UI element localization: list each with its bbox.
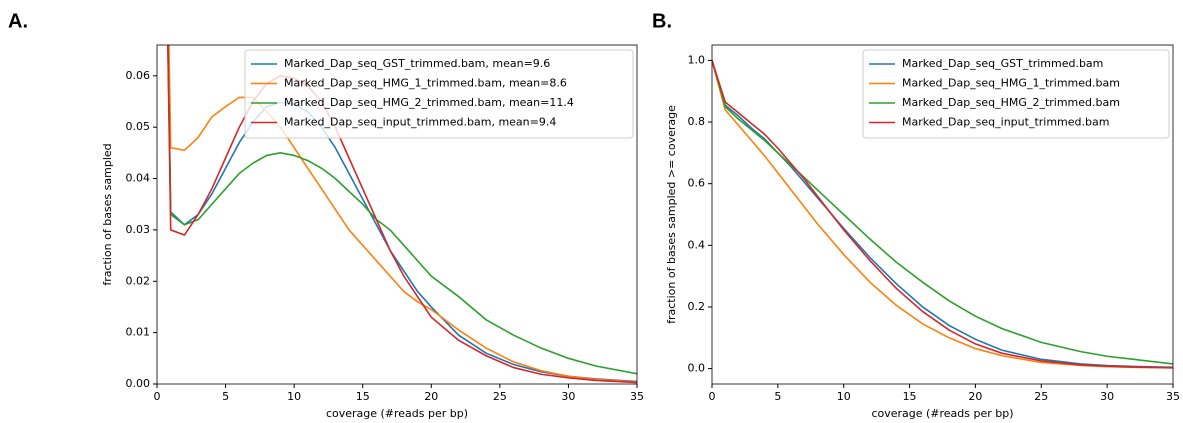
lines xyxy=(167,45,637,384)
series-line xyxy=(167,45,637,384)
chart-panel: 0 5 10 15 20 25 30 35 0.0 0.2 0.4 0.6 0.8 1.0 coverage… xyxy=(652,10,1180,420)
y-axis-label: fraction of bases sampled xyxy=(101,143,114,285)
y-axis-label: fraction of bases sampled >= coverage xyxy=(665,105,678,324)
chart-panel: 0 5 10 15 20 25 30 35 0.00 0.01 0.02 0.03 0.04 0.05 0.… xyxy=(8,10,644,420)
legend-label: Marked_Dap_seq_HMG_2_trimmed.bam xyxy=(902,96,1120,109)
x-tick-label: 35 xyxy=(1166,390,1180,403)
y-tick-label: 0.4 xyxy=(688,238,706,251)
x-tick-label: 10 xyxy=(287,390,301,403)
legend-label: Marked_Dap_seq_HMG_2_trimmed.bam, mean=1… xyxy=(284,96,574,109)
y-tick-label: 0.04 xyxy=(126,172,151,185)
legend: Marked_Dap_seq_GST_trimmed.bam, mean=9.6… xyxy=(244,49,634,139)
plot-frame xyxy=(156,44,638,385)
y-tick-label: 0.02 xyxy=(126,274,151,287)
series-line xyxy=(712,60,1173,369)
series-line xyxy=(167,45,637,375)
series-line xyxy=(712,60,1173,369)
x-tick-label: 15 xyxy=(356,390,370,403)
series-line xyxy=(712,60,1173,365)
x-tick-label: 30 xyxy=(1100,390,1114,403)
legend-label: Marked_Dap_seq_GST_trimmed.bam, mean=9.6 xyxy=(284,57,550,70)
y-tick-label: 0.01 xyxy=(126,326,151,339)
x-tick-label: 5 xyxy=(222,390,229,403)
legend-label: Marked_Dap_seq_input_trimmed.bam, mean=9… xyxy=(284,116,556,129)
plot-frame xyxy=(711,44,1174,385)
x-tick-label: 10 xyxy=(837,390,851,403)
x-tick-label: 15 xyxy=(903,390,917,403)
legend-label: Marked_Dap_seq_input_trimmed.bam xyxy=(902,116,1109,129)
legend-box xyxy=(862,49,1170,139)
series-line xyxy=(712,60,1173,369)
x-tick-label: 20 xyxy=(968,390,982,403)
legend-label: Marked_Dap_seq_HMG_1_trimmed.bam, mean=8… xyxy=(284,77,567,90)
series-line xyxy=(167,45,637,383)
lines xyxy=(712,60,1173,369)
x-tick-label: 0 xyxy=(709,390,716,403)
x-tick-label: 20 xyxy=(424,390,438,403)
x-tick-label: 0 xyxy=(154,390,161,403)
legend: Marked_Dap_seq_GST_trimmed.bam Marked_Dap… xyxy=(862,49,1170,139)
panel-label: B. xyxy=(652,10,672,32)
y-tick-label: 0.2 xyxy=(688,300,706,313)
panel-label: A. xyxy=(8,10,28,32)
x-tick-label: 25 xyxy=(493,390,507,403)
legend-label: Marked_Dap_seq_HMG_1_trimmed.bam xyxy=(902,77,1120,90)
y-tick-label: 0.06 xyxy=(126,69,151,82)
y-tick-label: 0.05 xyxy=(126,120,151,133)
x-tick-label: 35 xyxy=(630,390,644,403)
y-tick-label: 0.00 xyxy=(126,377,151,390)
x-axis-label: coverage (#reads per bp) xyxy=(871,407,1013,420)
y-tick-label: 0.0 xyxy=(688,362,706,375)
legend-label: Marked_Dap_seq_GST_trimmed.bam xyxy=(902,57,1103,70)
y-tick-label: 0.03 xyxy=(126,223,151,236)
y-tick-label: 0.6 xyxy=(688,177,706,190)
y-tick-label: 0.8 xyxy=(688,115,706,128)
series-line xyxy=(168,45,637,383)
x-tick-label: 25 xyxy=(1034,390,1048,403)
x-tick-label: 30 xyxy=(561,390,575,403)
y-tick-label: 1.0 xyxy=(688,53,706,66)
legend-box xyxy=(244,49,634,139)
x-axis-label: coverage (#reads per bp) xyxy=(326,407,468,420)
x-tick-label: 5 xyxy=(774,390,781,403)
